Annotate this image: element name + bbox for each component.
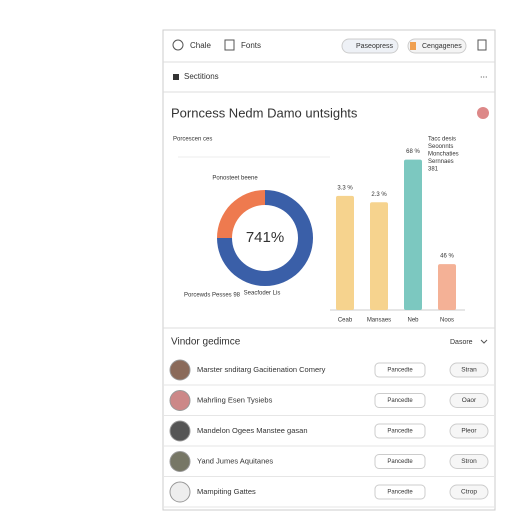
button[interactable] xyxy=(449,484,489,500)
vendor-name: Yand Jumes Aquitanes xyxy=(197,456,273,465)
button[interactable] xyxy=(449,423,489,439)
action-button[interactable] xyxy=(374,423,426,439)
pill-label[interactable]: Cengagenes xyxy=(422,43,462,50)
vendor-avatar xyxy=(169,359,191,381)
note: Seoonnts xyxy=(428,144,453,150)
section-menu[interactable]: ... xyxy=(480,69,488,79)
action-label[interactable]: Pancedte xyxy=(387,490,413,496)
donut-center: 741% xyxy=(246,229,284,246)
vendor-avatar xyxy=(169,481,191,503)
button-label[interactable]: Oaor xyxy=(462,397,477,404)
button-label[interactable]: Pleor xyxy=(461,428,477,435)
button[interactable] xyxy=(449,454,489,469)
button[interactable] xyxy=(449,393,489,408)
annotation: Ponosteet beene xyxy=(212,176,258,182)
bar xyxy=(404,159,422,310)
action-button[interactable] xyxy=(374,362,426,378)
vendor-avatar xyxy=(169,390,191,411)
pill-icon xyxy=(410,42,416,50)
donut-segment xyxy=(217,190,313,286)
bar-label: 3.3 % xyxy=(337,185,353,191)
section-title: Sectitions xyxy=(184,72,219,81)
vendor-avatar xyxy=(169,451,191,472)
button-label[interactable]: Stron xyxy=(461,458,477,465)
pill-label[interactable]: Paseopress xyxy=(356,43,393,50)
pill[interactable] xyxy=(341,38,399,54)
action-button[interactable] xyxy=(374,454,426,469)
action-button[interactable] xyxy=(374,393,426,408)
note: Monchaties xyxy=(428,152,459,158)
section-icon xyxy=(173,74,179,80)
vendor-avatar xyxy=(169,420,191,442)
vendors-title: Vindor gedimce xyxy=(171,337,241,348)
annotation: Porcewds Pesses 98 xyxy=(184,293,241,299)
action-label[interactable]: Pancedte xyxy=(387,398,413,404)
bar xyxy=(336,195,354,310)
note: Tacc desis xyxy=(428,137,456,143)
bar-label: 68 % xyxy=(406,149,420,155)
action-label[interactable]: Pancedte xyxy=(387,429,413,435)
sort[interactable]: Dasore xyxy=(450,339,473,346)
button[interactable] xyxy=(449,362,489,378)
action-button[interactable] xyxy=(374,484,426,500)
bar-label: 2.3 % xyxy=(371,192,387,198)
chevron[interactable] xyxy=(480,339,488,344)
bar-label: 46 % xyxy=(440,254,454,260)
tab[interactable]: Fonts xyxy=(241,41,261,50)
menu-icon[interactable] xyxy=(477,39,487,51)
x-tick-label: Noos xyxy=(440,318,454,324)
card-title: Porncess Nedm Damo untsights xyxy=(171,105,358,120)
vendor-name: Mampiting Gattes xyxy=(197,487,256,496)
card-subtitle: Porcescen ces xyxy=(173,137,212,143)
vendor-name: Mahrling Esen Tysiebs xyxy=(197,395,273,404)
avatar xyxy=(477,107,489,119)
note: Sernnaes xyxy=(428,159,454,165)
bar xyxy=(438,264,456,310)
annotation: Seacfoder Lis xyxy=(244,291,281,297)
action-label[interactable]: Pancedte xyxy=(387,368,413,374)
user-icon[interactable] xyxy=(172,39,184,51)
pill[interactable] xyxy=(407,38,467,54)
button-label[interactable]: Ctrop xyxy=(461,489,477,496)
vendor-name: Marster snditarg Gacitienation Comery xyxy=(197,365,326,374)
doc-icon[interactable] xyxy=(224,39,235,51)
button-label[interactable]: Stran xyxy=(461,367,477,374)
donut-segment xyxy=(217,190,265,238)
x-tick-label: Mansaes xyxy=(367,318,391,324)
action-label[interactable]: Pancedte xyxy=(387,459,413,465)
bar xyxy=(370,202,388,310)
tab[interactable]: Chale xyxy=(190,41,211,50)
vendor-name: Mandelon Ogees Manstee gasan xyxy=(197,426,308,435)
x-tick-label: Neb xyxy=(407,318,419,324)
note: 381 xyxy=(428,167,439,173)
x-tick-label: Ceab xyxy=(338,318,353,324)
